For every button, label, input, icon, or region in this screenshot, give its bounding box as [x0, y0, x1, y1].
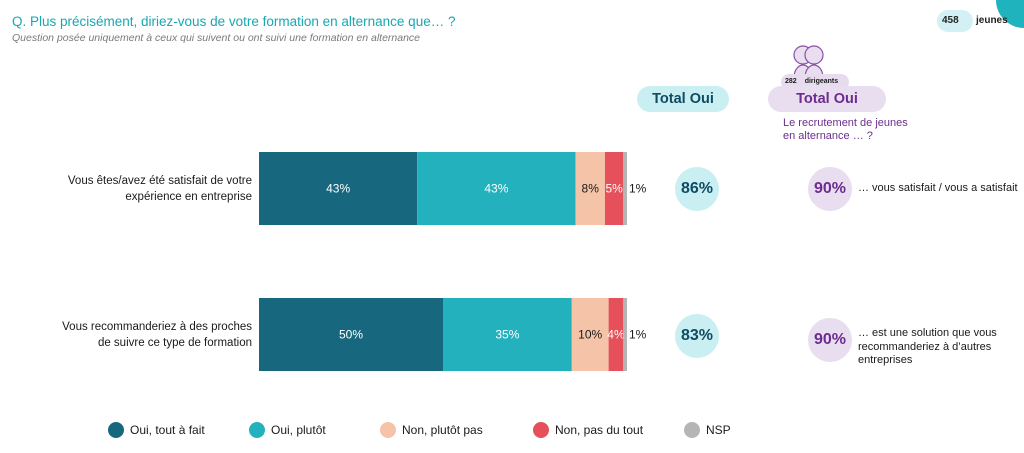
bar-segment-oui-plutot-row-2: [443, 298, 572, 371]
total-leaders-row-1: 90%: [808, 167, 852, 211]
row-label-line: Vous êtes/avez été satisfait de votre: [67, 175, 252, 187]
leaders-people-icon: [793, 45, 824, 79]
bar-label-oui-tout-a-fait-row-2: 50%: [339, 328, 363, 342]
row-label-line: de suivre ce type de formation: [97, 337, 252, 349]
total-young-row-2: 83%: [675, 314, 719, 358]
row-label-line: expérience en entreprise: [125, 191, 252, 203]
legend-label: NSP: [706, 423, 731, 437]
bar-label-oui-plutot-row-2: 35%: [495, 328, 519, 342]
leaders-sample-count: 282: [785, 78, 797, 85]
legend-label: Oui, plutôt: [271, 423, 326, 437]
legend-swatch: [684, 422, 700, 438]
total-young-row-1: 86%: [675, 167, 719, 211]
bar-label-non-plutot-pas-row-2: 10%: [578, 328, 602, 342]
leaders-note: Le recrutement de jeunes en alternance ……: [783, 117, 908, 143]
question-subtitle: Question posée uniquement à ceux qui sui…: [12, 32, 421, 44]
legend-label: Oui, tout à fait: [130, 423, 205, 437]
leaders-text-line: entreprises: [858, 354, 913, 366]
bar-label-non-pas-du-tout-row-2: 4%: [607, 328, 625, 342]
bar-label-non-plutot-pas-row-1: 8%: [582, 182, 600, 196]
legend-swatch: [533, 422, 549, 438]
total-leaders-header: Total Oui: [768, 86, 886, 112]
leaders-text-line: recommanderiez à d’autres: [858, 340, 992, 353]
legend-label: Non, plutôt pas: [402, 423, 483, 437]
bar-segment-non-plutot-pas-row-2: [571, 298, 609, 371]
bar-segment-non-pas-du-tout-row-1: [604, 152, 624, 225]
legend-swatch: [108, 422, 124, 438]
leaders-text-line: … vous satisfait / vous a satisfait: [858, 182, 1018, 194]
total-young-header: Total Oui: [637, 86, 729, 112]
bar-segment-oui-tout-a-fait-row-2: [259, 298, 443, 371]
young-sample-label: jeunes: [976, 15, 1008, 26]
bar-segment-nsp-row-2: [623, 298, 627, 371]
leaders-text-row-1: … vous satisfait / vous a satisfait: [858, 182, 1024, 196]
young-sample-count: 458: [942, 15, 959, 26]
bar-segment-oui-plutot-row-1: [417, 152, 576, 225]
bar-label-nsp-row-2: 1%: [629, 328, 647, 342]
young-sample-badge: 458 jeunes: [937, 10, 1008, 32]
legend-swatch: [380, 422, 396, 438]
question-title: Q. Plus précisément, diriez-vous de votr…: [12, 14, 456, 29]
bar-segment-non-pas-du-tout-row-2: [608, 298, 624, 371]
total-leaders-row-2: 90%: [808, 318, 852, 362]
row-label-2: Vous recommanderiez à des proches de sui…: [12, 319, 252, 351]
row-label-line: Vous recommanderiez à des proches: [62, 321, 252, 333]
bar-segment-non-plutot-pas-row-1: [575, 152, 605, 225]
leaders-text-line: … est une solution que vous: [858, 327, 997, 339]
chart-legend: Oui, tout à fait Oui, plutôt Non, plutôt…: [0, 422, 1024, 438]
bar-label-oui-tout-a-fait-row-1: 43%: [326, 182, 350, 196]
leaders-text-row-2: … est une solution que vous recommanderi…: [858, 327, 1024, 368]
legend-swatch: [249, 422, 265, 438]
row-label-1: Vous êtes/avez été satisfait de votre ex…: [12, 173, 252, 205]
legend-label: Non, pas du tout: [555, 423, 644, 437]
bar-label-oui-plutot-row-1: 43%: [484, 182, 508, 196]
leaders-sample-label: dirigeants: [804, 78, 839, 85]
leaders-note-line: en alternance … ?: [783, 130, 873, 142]
bar-segment-nsp-row-1: [623, 152, 627, 225]
leaders-note-line: Le recrutement de jeunes: [783, 117, 908, 129]
bar-label-non-pas-du-tout-row-1: 5%: [605, 182, 623, 196]
bar-segment-oui-tout-a-fait-row-1: [259, 152, 418, 225]
young-sample-circle: [937, 10, 973, 32]
bar-label-nsp-row-1: 1%: [629, 182, 647, 196]
